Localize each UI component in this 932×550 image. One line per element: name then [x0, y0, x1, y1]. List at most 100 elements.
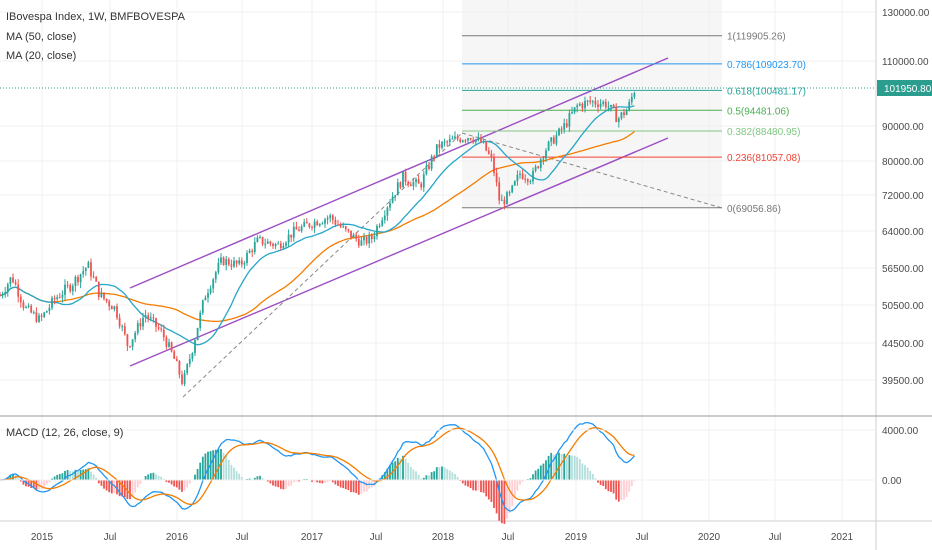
price-tick-label: 64000.00 [882, 227, 924, 238]
candle-body [625, 110, 628, 115]
candle-body [396, 182, 399, 196]
macd-histogram-bar [386, 468, 389, 480]
candle-body [363, 237, 365, 241]
macd-histogram-bar [412, 469, 415, 480]
candle-body [389, 202, 391, 208]
price-axis[interactable]: 130000.00 110000.00 90000.00 80000.00 72000.… [882, 8, 930, 387]
candle-body [149, 317, 152, 319]
candle-body [506, 192, 508, 205]
candle-body [58, 297, 61, 299]
macd-axis[interactable]: 4000.00 0.00 [0, 426, 919, 487]
macd-histogram-bar [443, 467, 446, 480]
macd-histogram-bar [105, 480, 108, 491]
candle-body [430, 156, 433, 169]
time-tick-label: Jul [104, 532, 117, 543]
macd-histogram-bar [394, 461, 397, 480]
candle-body [259, 236, 261, 238]
candle-body [256, 237, 259, 243]
macd-histogram-bar [435, 467, 438, 480]
candle-body [383, 215, 386, 221]
candle-body [461, 140, 464, 142]
candle-body [459, 139, 462, 142]
time-tick-label: 2021 [831, 532, 854, 543]
candle-body [526, 179, 529, 182]
candle-body [347, 229, 350, 231]
macd-histogram-bar [474, 480, 477, 491]
candle-body [376, 226, 378, 237]
candle-body [467, 138, 469, 141]
macd-histogram-bar [545, 460, 547, 480]
macd-histogram-bar [233, 467, 235, 480]
macd-histogram-bar [227, 459, 230, 480]
macd-histogram-bar [225, 455, 228, 480]
candle-body [482, 141, 485, 143]
time-tick-label: 2017 [301, 532, 324, 543]
candle-body [204, 297, 207, 301]
macd-histogram-bar [144, 476, 147, 480]
macd-histogram-bar [464, 480, 467, 486]
macd-histogram-bar [324, 480, 326, 483]
macd-histogram-bar [467, 480, 469, 487]
macd-legend[interactable]: MACD (12, 26, close, 9) [6, 427, 123, 439]
candle-body [378, 225, 381, 227]
candle-body [118, 317, 121, 327]
candle-body [316, 221, 319, 226]
macd-histogram-bar [383, 472, 386, 480]
candle-body [194, 340, 196, 354]
macd-histogram-bar [355, 480, 358, 494]
fib-level-label: 0.5(94481.06) [727, 106, 789, 117]
macd-histogram-bar [131, 480, 134, 497]
candle-body [477, 137, 480, 140]
ma50-line [0, 130, 635, 323]
ma20-legend[interactable]: MA (20, close) [6, 50, 76, 62]
macd-histogram-bar [256, 476, 259, 480]
macd-histogram-bar [454, 473, 456, 480]
macd-histogram-bar [409, 467, 412, 480]
macd-histogram-bar [321, 480, 324, 484]
time-axis[interactable]: 2015 Jul 2016 Jul 2017 Jul 2018 Jul 2019 Jul 2020 J… [31, 532, 854, 543]
macd-histogram-bar [162, 478, 165, 480]
macd-histogram-bar [43, 480, 46, 487]
candle-body [69, 285, 72, 292]
macd-histogram-bar [441, 466, 443, 480]
candle-body [633, 93, 636, 97]
candle-body [147, 315, 150, 319]
macd-histogram-bar [506, 480, 508, 519]
macd-histogram-bar [173, 480, 176, 487]
macd-histogram-bar [279, 480, 282, 489]
macd-histogram-bar [521, 480, 524, 482]
candle-body [339, 224, 342, 227]
macd-histogram-bar [290, 480, 293, 486]
candle-body [503, 199, 506, 205]
candle-body [581, 103, 584, 109]
candle-body [248, 250, 251, 253]
macd-histogram-bar [201, 456, 204, 480]
candle-body [545, 150, 547, 159]
time-tick-label: 2020 [698, 532, 721, 543]
last-price-badge: 101950.80 [877, 80, 932, 96]
candle-body [131, 339, 134, 347]
symbol-title[interactable]: IBovespa Index, 1W, BMFBOVESPA [6, 11, 186, 23]
macd-histogram-bar [630, 480, 633, 487]
macd-histogram-bar [513, 480, 516, 499]
candle-body [438, 144, 441, 148]
candle-body [235, 260, 238, 264]
candle-body [498, 182, 501, 201]
candle-body [448, 139, 451, 143]
candle-body [399, 182, 402, 188]
candle-body [77, 276, 79, 283]
macd-histogram-bar [196, 469, 199, 480]
macd-histogram-bar [438, 467, 441, 480]
ma50-legend[interactable]: MA (50, close) [6, 31, 76, 43]
candle-body [269, 241, 272, 244]
macd-histogram-bar [399, 458, 402, 480]
macd-histogram-bar [66, 470, 69, 480]
candle-body [368, 235, 371, 244]
macd-histogram-bar [498, 480, 501, 521]
macd-histogram-bar [207, 451, 209, 480]
candle-body [97, 281, 100, 298]
candle-body [181, 374, 183, 384]
candle-body [74, 276, 77, 286]
candle-body [433, 156, 436, 158]
